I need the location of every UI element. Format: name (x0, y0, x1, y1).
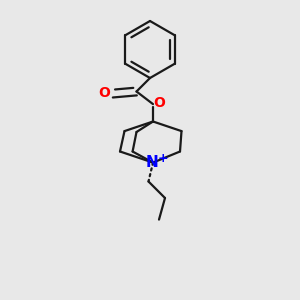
Text: +: + (157, 152, 168, 165)
Text: N: N (146, 155, 158, 170)
Text: O: O (98, 86, 110, 100)
Text: O: O (153, 96, 165, 110)
